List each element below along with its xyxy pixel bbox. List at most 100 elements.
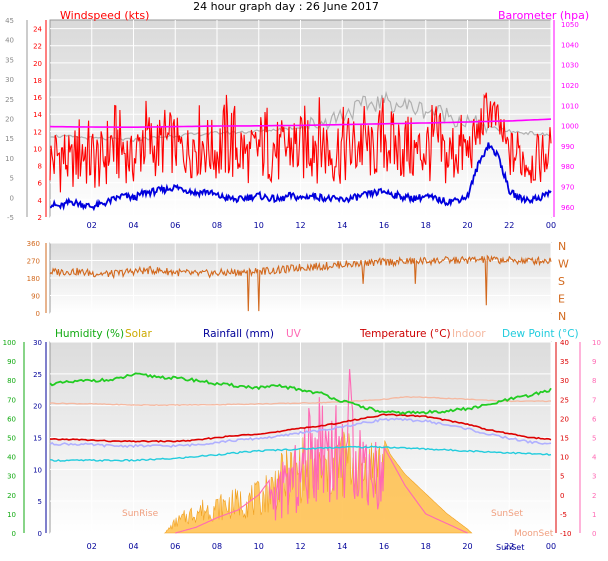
x-tick: 20 [462,221,472,230]
temperature-legend: Temperature (°C) [359,328,451,340]
direction-tick: 270 [27,258,40,266]
moonset-label: MoonSet [514,529,554,539]
direction-tick: 360 [27,240,40,248]
x-tick: 12 [295,542,305,551]
uv-tick: 5 [592,435,596,443]
compass-label: S [558,275,565,288]
barometer-tick: 1000 [561,123,579,131]
barometer-tick: 1040 [561,41,579,49]
humidity-tick: 80 [7,377,16,385]
x-tick: 14 [337,542,347,551]
humidity-tick: 90 [7,358,16,366]
uv-line [175,369,468,534]
temperature-tick: 35 [560,358,569,366]
barometer-tick: 1010 [561,102,579,110]
x-tick: 10 [254,221,264,230]
temperature-tick: 40 [560,339,569,347]
x-tick: 08 [212,542,222,551]
uv-tick: 9 [592,358,596,366]
humidity-tick: 40 [7,454,16,462]
temperature-tick: 30 [560,377,569,385]
apparent-temp-line [49,417,552,449]
barometer-label: Barometer (hpa) [498,9,589,22]
temperature-tick: -5 [560,511,567,519]
outer-left-tick: -5 [7,214,14,222]
x-tick: 12 [295,221,305,230]
outer-left-tick: 45 [5,17,14,25]
x-tick: 04 [128,221,138,230]
windspeed-line [49,92,552,193]
dewpoint-line [49,445,552,462]
uv-tick: 3 [592,473,596,481]
direction-tick: 180 [27,275,40,283]
humidity-legend: Humidity (%) [55,328,124,340]
barometer-tick: 1030 [561,62,579,70]
windspeed-tick: 20 [33,60,42,68]
uv-tick: 10 [592,339,601,347]
windspeed-tick: 16 [33,94,42,102]
humidity-tick: 100 [3,339,16,347]
humidity-tick: 60 [7,415,16,423]
uv-tick: 0 [592,530,596,538]
x-tick: 18 [421,221,431,230]
temperature-tick: -10 [560,530,571,538]
compass-label: N [558,240,566,253]
barometer-line [49,118,552,128]
humidity-tick: 10 [7,511,16,519]
sunrise-label: SunRise [122,509,159,519]
rainfall-tick: 30 [33,339,42,347]
windspeed-tick: 22 [33,43,42,51]
wind-average-line [49,142,552,212]
uv-tick: 2 [592,492,596,500]
humidity-tick: 20 [7,492,16,500]
uv-legend: UV [286,328,302,340]
barometer-tick: 980 [561,163,574,171]
temperature-tick: 15 [560,435,569,443]
x-tick: 04 [128,542,138,551]
outer-left-tick: 15 [5,135,14,143]
outer-left-tick: 35 [5,56,14,64]
rainfall-tick: 10 [33,466,42,474]
x-tick: 16 [379,542,389,551]
outer-left-tick: 20 [5,116,14,124]
outer-left-tick: 40 [5,37,14,45]
barometer-tick: 970 [561,184,574,192]
x-tick: 06 [170,542,180,551]
x-tick: 06 [170,221,180,230]
humidity-tick: 50 [7,435,16,443]
outer-left-tick: 10 [5,155,14,163]
barometer-tick: 1020 [561,82,579,90]
rainfall-tick: 20 [33,403,42,411]
temperature-tick: 20 [560,415,569,423]
outer-left-tick: 25 [5,96,14,104]
indoor-legend: Indoor [452,328,486,340]
outer-left-tick: 5 [10,175,14,183]
x-tick: 08 [212,221,222,230]
windspeed-label: Windspeed (kts) [60,9,149,22]
outer-left-tick: 0 [10,194,14,202]
x-tick: 02 [87,221,97,230]
indoor-line [49,396,551,407]
x-tick: 22 [504,221,514,230]
compass-label: E [558,293,565,306]
x-tick: 00 [546,542,556,551]
barometer-tick: 990 [561,143,574,151]
humidity-tick: 0 [12,530,16,538]
x-tick: 16 [379,221,389,230]
solar-legend: Solar [125,328,152,340]
x-tick: 10 [254,542,264,551]
temperature-line [50,413,552,443]
uv-tick: 7 [592,396,596,404]
uv-tick: 8 [592,377,596,385]
dewpoint-legend: Dew Point (°C) [502,328,579,340]
windspeed-tick: 2 [38,214,42,222]
compass-label: W [558,258,569,271]
wind-direction-line [49,254,552,312]
temperature-tick: 0 [560,492,564,500]
windspeed-tick: 14 [33,111,42,119]
x-tick: 18 [421,542,431,551]
direction-tick: 0 [36,310,40,318]
rainfall-tick: 15 [33,435,42,443]
humidity-tick: 30 [7,473,16,481]
